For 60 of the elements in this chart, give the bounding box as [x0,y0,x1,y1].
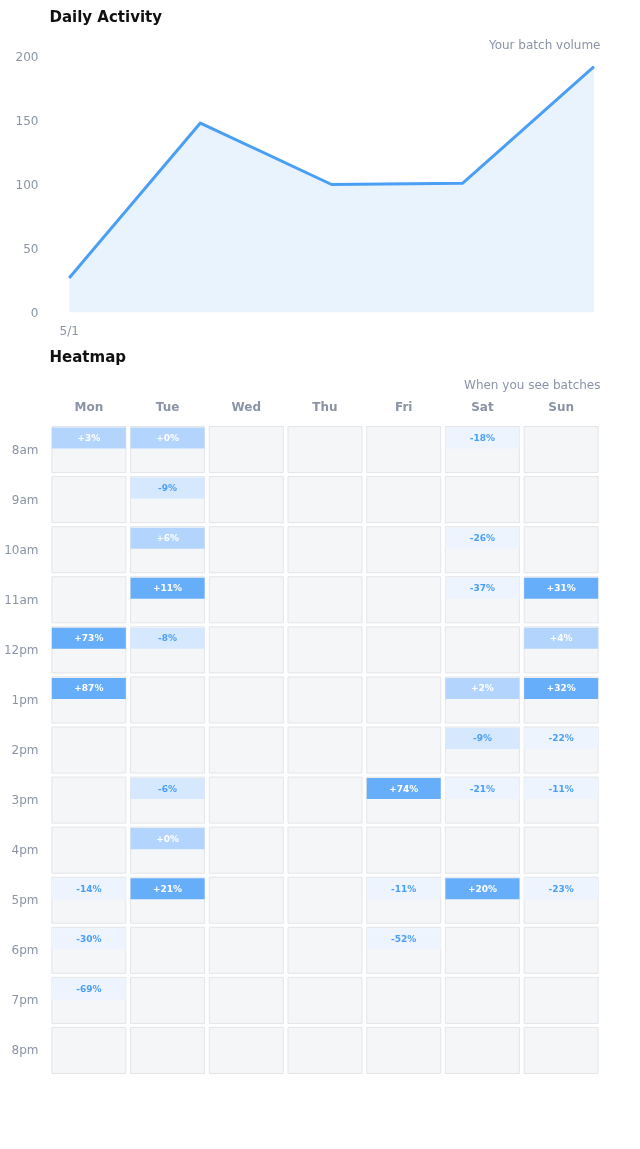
y-tick-label: 8pm [11,1043,39,1058]
y-tick-label: 100 [15,178,39,192]
data-label: -8% [158,633,178,644]
y-tick-label: 4pm [11,843,39,858]
data-label: -18% [469,433,496,444]
data-label: +3% [77,433,101,444]
y-tick-label: 9am [11,492,39,507]
data-label: -69% [76,983,102,994]
data-label: -6% [158,783,178,794]
x-tick-label: Mon [74,399,104,414]
data-label: -26% [469,533,496,544]
x-tick-label: 5/1 [59,323,79,338]
y-tick-label: 8am [11,442,39,457]
data-label: -14% [76,883,102,894]
data-label: -22% [548,733,574,744]
data-label: +87% [74,683,104,694]
y-tick-label: 50 [23,242,39,256]
x-tick-label: Fri [394,399,413,414]
x-tick-label: Thu [312,399,338,414]
x-tick-label: Wed [231,399,262,414]
data-label: +20% [467,883,497,894]
y-tick-label: 12pm [3,642,39,657]
chart-subtitle: Your batch volume [487,37,601,52]
data-label: +73% [74,633,104,644]
data-label: -21% [469,783,496,794]
data-label: +31% [546,583,576,594]
y-tick-label: 5pm [11,893,39,908]
x-tick-label: Tue [155,399,180,414]
data-label: +0% [156,433,179,444]
y-tick-label: 0 [30,306,39,320]
y-tick-label: 2pm [11,743,39,757]
y-tick-label: 150 [15,114,39,128]
x-tick-label: Sat [471,399,494,414]
data-label: -23% [548,883,574,894]
x-tick-label: Sun [548,399,575,414]
chart-title: Heatmap [49,347,127,366]
data-label: -11% [548,783,574,794]
y-tick-label: 3pm [11,793,39,808]
data-label: +11% [153,583,183,594]
y-tick-label: 200 [15,50,39,64]
data-label: -11% [391,883,417,894]
chart-subtitle: When you see batches [464,377,601,392]
y-tick-label: 10am [4,542,39,557]
data-label: +6% [156,533,179,544]
data-label: +21% [153,883,183,894]
chart-title: Daily Activity [49,7,163,26]
data-label: -30% [76,933,102,944]
y-tick-label: 1pm [11,692,39,707]
data-label: -9% [158,483,178,494]
data-label: +4% [549,633,573,644]
data-label: -9% [472,733,492,744]
data-label: -52% [391,933,417,944]
data-label: +74% [389,783,419,794]
y-tick-label: 7pm [11,993,39,1008]
data-label: +0% [156,833,179,844]
y-tick-label: 6pm [11,943,39,958]
data-label: -37% [469,583,496,594]
y-tick-label: 11am [4,592,39,607]
data-label: +2% [471,683,494,694]
data-label: +32% [546,683,576,694]
